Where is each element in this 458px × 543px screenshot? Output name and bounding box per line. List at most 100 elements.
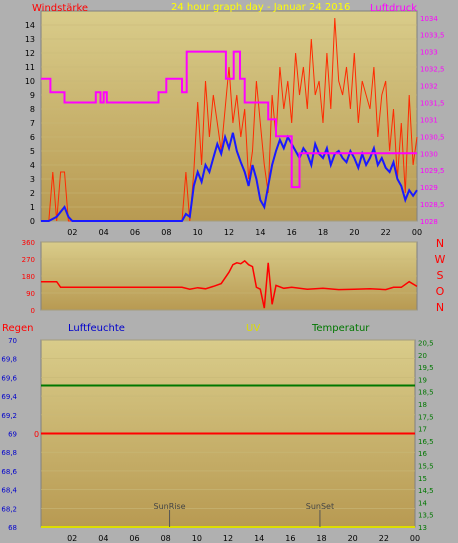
y-tick-label: 3	[30, 175, 35, 184]
x-tick-label: 18	[316, 534, 326, 543]
x-tick-label: 20	[348, 534, 358, 543]
x-tick-label: 08	[161, 228, 171, 237]
x-tick-label: 14	[254, 534, 264, 543]
y2-tick-label: 17,5	[418, 413, 434, 421]
y2-tick-label: 1032	[420, 83, 438, 91]
y-tick-label: 14	[25, 21, 35, 30]
y2-tick-label: 13	[418, 524, 427, 532]
y2-tick-label: 13,5	[418, 512, 434, 520]
x-tick-label: 22	[381, 228, 391, 237]
x-tick-label: 16	[287, 228, 297, 237]
x-tick-label: 10	[192, 534, 202, 543]
y-tick-label: 1	[30, 203, 35, 212]
y-tick-label: 68,6	[1, 468, 17, 476]
series	[41, 259, 418, 309]
y2-tick-label: 1030,5	[420, 133, 445, 141]
y-tick-label: 68,2	[1, 505, 17, 513]
y2-tick-label: 14	[418, 499, 427, 507]
y-ticks: 0 90 180 270 360	[22, 239, 35, 315]
compass-label: N	[436, 301, 444, 314]
y2-tick-label: 1030	[420, 150, 438, 158]
y2-tick-label: 19,5	[418, 364, 434, 372]
y-tick-label: 12	[25, 49, 35, 58]
y2-tick-label: 1033,5	[420, 32, 445, 40]
x-tick-label: 04	[99, 228, 109, 237]
legend-item: Regen	[2, 323, 34, 334]
compass-label: N	[436, 237, 444, 250]
x-tick-label: 22	[379, 534, 389, 543]
y2-tick-label: 15	[418, 475, 427, 483]
annotation-label: SunRise	[154, 502, 186, 511]
y-tick-label: 6	[30, 133, 35, 142]
y2-tick-label: 18,5	[418, 389, 434, 397]
y2-tick-label: 1034	[420, 15, 438, 23]
y-tick-label: 69	[8, 431, 17, 439]
y-tick-label: 0	[30, 217, 35, 226]
x-tick-label: 16	[285, 534, 295, 543]
x-ticks: 02 04 06 08 10 12 14 16 18 20 22 00	[67, 534, 420, 543]
y2-tick-label: 1031	[420, 116, 438, 124]
compass-label: S	[437, 269, 444, 282]
y2-tick-label: 1032,5	[420, 66, 445, 74]
y-tick-label: 2	[30, 189, 35, 198]
y-tick-label: 8	[30, 105, 35, 114]
y-tick-label: 69,2	[1, 412, 17, 420]
legend-item: UV	[246, 323, 260, 334]
series-pressure	[41, 50, 417, 189]
y-tick-label: 9	[30, 91, 35, 100]
plot-area	[40, 10, 418, 222]
series-direction	[41, 259, 418, 309]
y-tick-label: 90	[26, 290, 35, 298]
x-tick-label: 02	[67, 228, 77, 237]
x-tick-label: 08	[161, 534, 171, 543]
right-ticks: 1028 1028,5 1029 1029,5 1030 1030,5 1031 1031,5…	[420, 15, 445, 226]
y2-tick-label: 20,5	[418, 339, 434, 347]
y2-tick-label: 17	[418, 426, 427, 434]
left-ticks: 68 68,2 68,4 68,6 68,8 69 69,2 69,4 69,6 69,8 70	[1, 337, 17, 532]
y2-tick-label: 1028,5	[420, 201, 445, 209]
gridlines	[41, 241, 417, 311]
y-tick-label: 68	[8, 524, 17, 532]
series-wind	[41, 132, 418, 222]
legend: Regen Luftfeuchte UV Temperatur	[2, 323, 370, 334]
x-tick-label: 02	[67, 534, 77, 543]
compass-label: W	[435, 253, 446, 266]
y-tick-label: 270	[22, 256, 35, 264]
y2-tick-label: 14,5	[418, 487, 434, 495]
y-tick-label: 68,8	[1, 449, 17, 457]
legend-item: Temperatur	[311, 323, 370, 334]
chart-title: 24 hour graph day - Januar 24 2016	[171, 2, 350, 13]
y2-tick-label: 1029	[420, 184, 438, 192]
y-tick-label: 7	[30, 119, 35, 128]
y-tick-label: 13	[25, 35, 35, 44]
y-tick-label: 69,8	[1, 356, 17, 364]
climate-panel: Regen Luftfeuchte UV Temperatur 68 68,2 68,4 6…	[0, 319, 458, 543]
x-ticks: 02 04 06 08 10 12 14 16 18 20 22 00	[67, 228, 422, 237]
y-tick-label: 10	[25, 77, 35, 86]
y-tick-label: 180	[22, 273, 35, 281]
x-tick-label: 14	[255, 228, 265, 237]
x-tick-label: 10	[193, 228, 203, 237]
x-tick-label: 00	[410, 534, 420, 543]
compass-label: O	[436, 285, 445, 298]
y-tick-label: 5	[30, 147, 35, 156]
y-tick-label: 70	[8, 337, 17, 345]
legend-item: Luftfeuchte	[68, 323, 125, 334]
y-tick-label: 68,4	[1, 487, 17, 495]
y-tick-label: 69,4	[1, 393, 17, 401]
y2-tick-label: 1028	[420, 218, 438, 226]
y2-tick-label: 1031,5	[420, 99, 445, 107]
x-tick-label: 12	[223, 534, 233, 543]
y-tick-label: 360	[22, 239, 35, 247]
series	[41, 384, 415, 528]
x-tick-label: 06	[130, 228, 140, 237]
x-tick-label: 06	[129, 534, 139, 543]
y2-tick-label: 18	[418, 401, 427, 409]
y2-tick-label: 19	[418, 376, 427, 384]
series	[41, 17, 418, 222]
y2-tick-label: 16,5	[418, 438, 434, 446]
left-axis-title: Windstärke	[32, 3, 88, 14]
